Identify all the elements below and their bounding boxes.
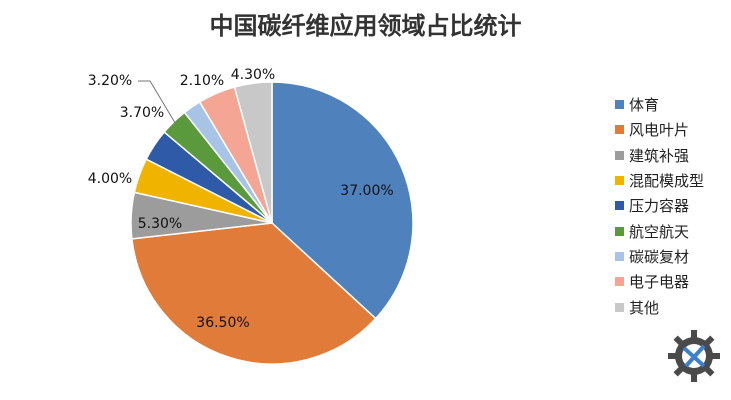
legend: 体育风电叶片建筑补强混配模成型压力容器航空航天碳碳复材电子电器其他 (615, 92, 704, 320)
legend-label: 电子电器 (629, 273, 690, 292)
chart-title: 中国碳纤维应用领域占比统计 (209, 12, 522, 40)
legend-item-2: 风电叶片 (615, 117, 704, 142)
legend-label: 混配模成型 (629, 172, 705, 191)
legend-item-3: 建筑补强 (615, 143, 704, 168)
legend-item-7: 碳碳复材 (615, 244, 704, 269)
legend-label: 碳碳复材 (629, 247, 690, 266)
slice-label-1: 37.00% (340, 183, 393, 199)
legend-label: 航空航天 (629, 222, 690, 241)
slice-label-2: 36.50% (196, 315, 249, 331)
legend-item-4: 混配模成型 (615, 168, 704, 193)
legend-swatch (615, 277, 624, 287)
legend-label: 风电叶片 (629, 121, 690, 140)
slice-label-4: 4.00% (88, 171, 132, 187)
legend-label: 建筑补强 (629, 146, 690, 165)
pie-slice-2 (131, 222, 377, 365)
pie-slice-1 (271, 81, 414, 320)
slice-label-8: 4.30% (231, 67, 275, 83)
legend-item-9: 其他 (615, 294, 704, 319)
legend-swatch (615, 100, 624, 110)
legend-item-1: 体育 (615, 92, 704, 117)
legend-item-5: 压力容器 (615, 193, 704, 218)
slice-label-6: 3.20% (88, 73, 132, 89)
legend-swatch (615, 176, 624, 186)
pie-slice-9 (233, 81, 273, 224)
legend-swatch (615, 125, 624, 135)
legend-item-8: 电子电器 (615, 269, 704, 294)
legend-swatch (615, 251, 624, 261)
legend-item-6: 航空航天 (615, 218, 704, 243)
legend-swatch (615, 201, 624, 211)
legend-swatch (615, 302, 624, 312)
gear-logo-icon (668, 330, 720, 382)
legend-label: 压力容器 (629, 197, 690, 216)
legend-label: 其他 (629, 298, 660, 317)
legend-swatch (615, 150, 624, 160)
slice-label-3: 5.30% (138, 216, 182, 232)
legend-label: 体育 (629, 96, 660, 115)
legend-swatch (615, 226, 624, 236)
slice-label-7: 2.10% (180, 73, 224, 89)
leader-line-6 (138, 80, 176, 124)
slice-label-5: 3.70% (120, 105, 164, 121)
